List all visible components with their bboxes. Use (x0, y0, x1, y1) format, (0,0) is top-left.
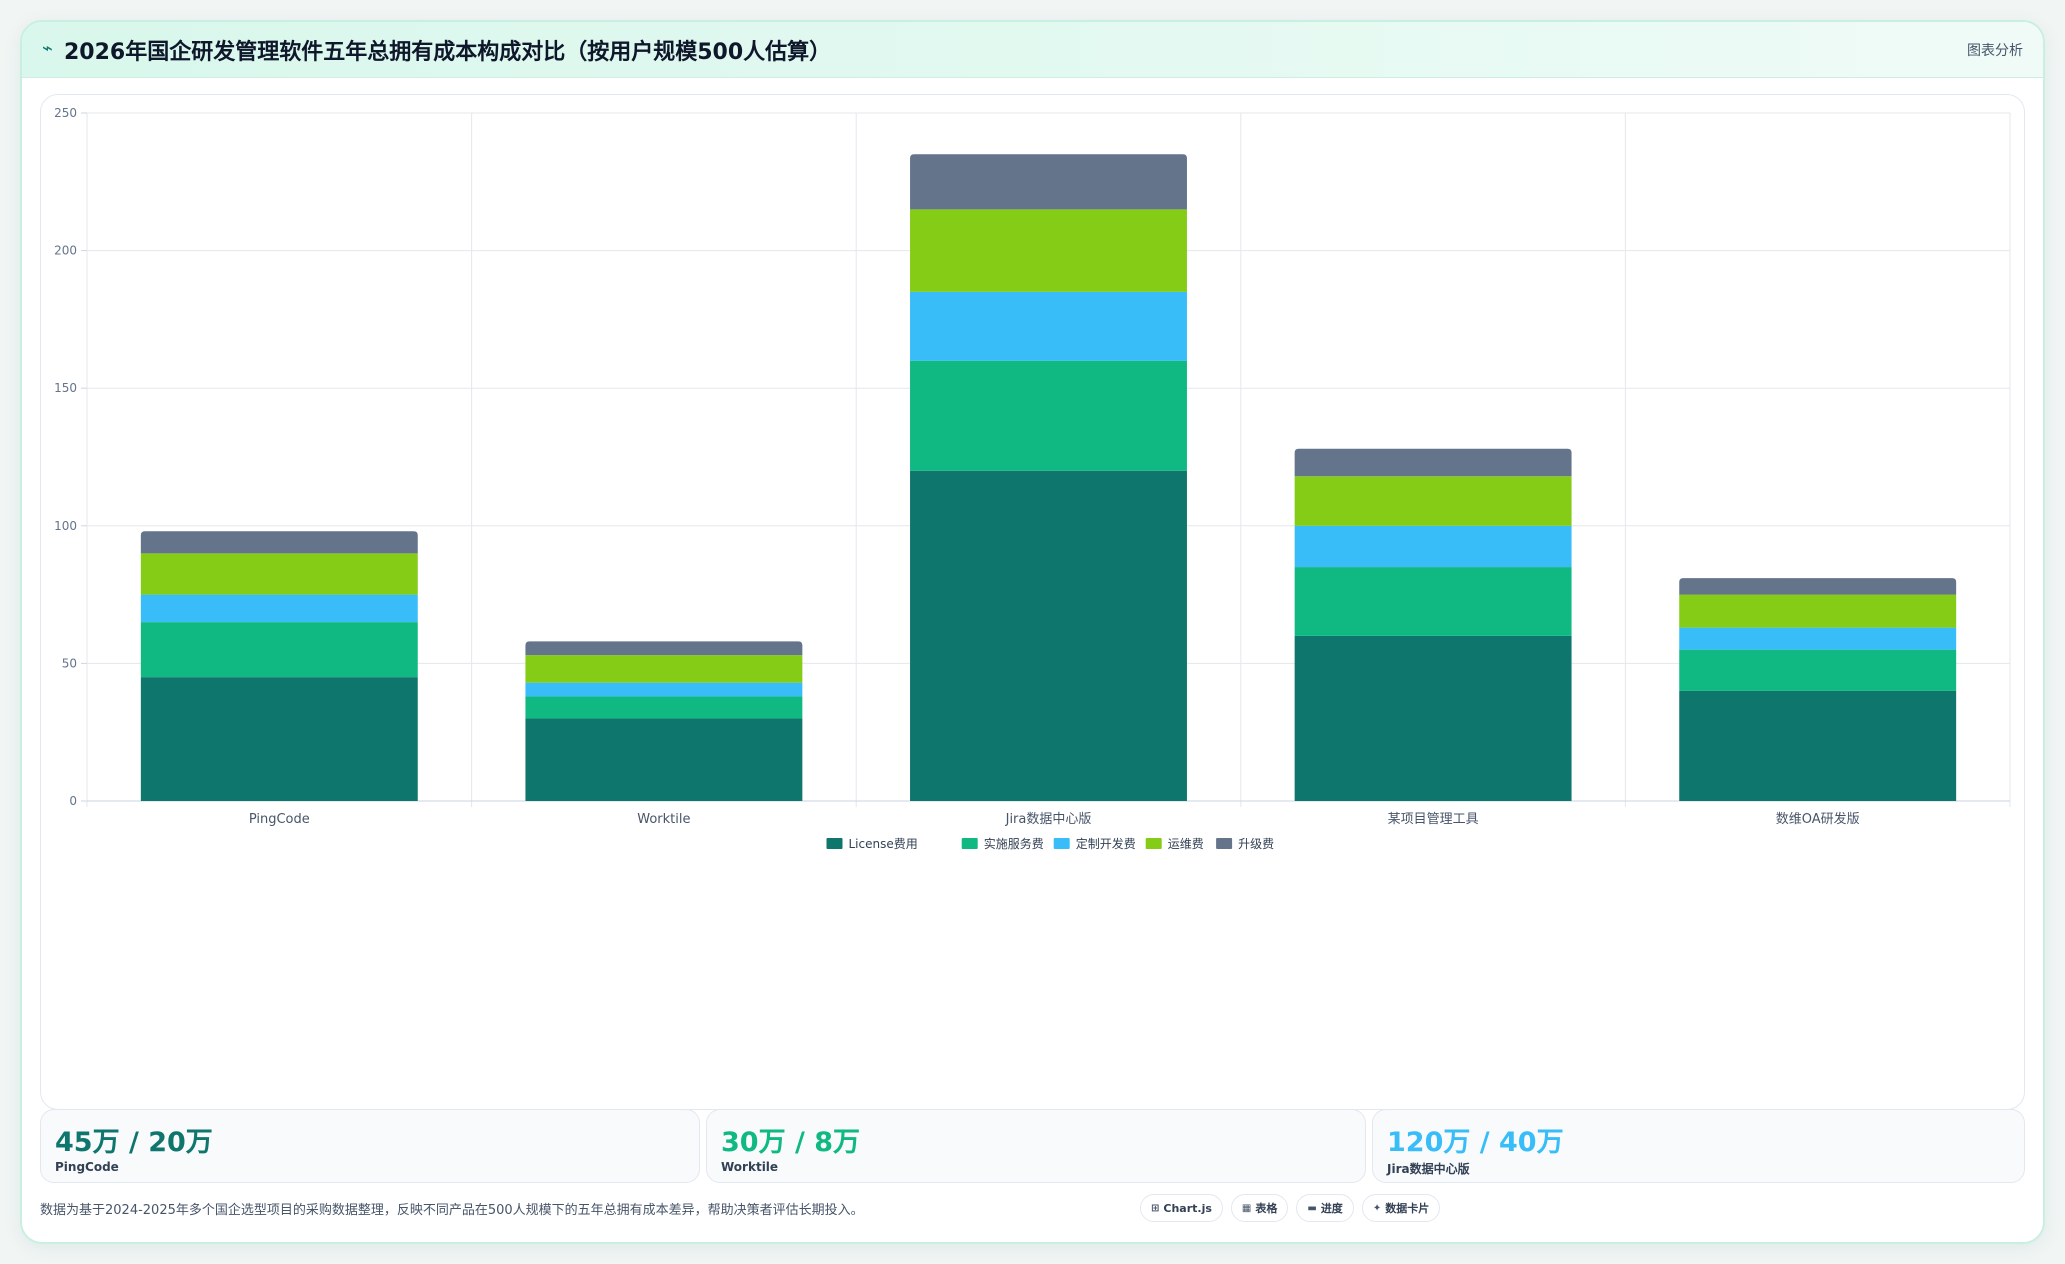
stat-card-worktile: 30万 / 8万 Worktile (706, 1109, 1366, 1183)
bar-segment (1294, 448, 1572, 477)
stat-card-jira: 120万 / 40万 Jira数据中心版 (1372, 1109, 2025, 1183)
bar-segment (910, 360, 1187, 471)
stacked-bar-chart: 0 50 100 150 200 250 PingCode Worktile Jira数据中心版… (54, 106, 2011, 851)
y-tick-label: 200 (54, 244, 77, 258)
legend-swatch (826, 838, 843, 849)
bar-segment (140, 531, 418, 554)
bar-segment (1679, 690, 1957, 801)
progress-view-button[interactable]: ▬ 进度 (1296, 1194, 1354, 1222)
stat-value: 120万 / 40万 (1387, 1127, 1564, 1158)
trend-icon: ⌁ (42, 38, 53, 59)
bar-segment (1294, 476, 1572, 526)
stat-label: Jira数据中心版 (1387, 1162, 1470, 1176)
legend-label: 升级费 (1238, 837, 1274, 851)
stat-label: PingCode (55, 1160, 119, 1174)
chart-analysis-link[interactable]: 图表分析 (1967, 43, 2023, 59)
data-card-view-button[interactable]: ✦ 数据卡片 (1361, 1194, 1441, 1222)
y-tick-label: 0 (69, 794, 77, 808)
x-tick-label: PingCode (249, 812, 310, 827)
bar-segment (910, 470, 1187, 801)
stat-value: 30万 / 8万 (721, 1127, 861, 1158)
chart-panel: 0 50 100 150 200 250 PingCode Worktile Jira数据中心版… (40, 94, 2025, 1110)
x-tick-label: 某项目管理工具 (1388, 812, 1479, 827)
x-tick-label: Jira数据中心版 (1005, 812, 1092, 827)
footnote: 数据为基于2024-2025年多个国企选型项目的采购数据整理，反映不同产品在50… (40, 1203, 864, 1218)
y-tick-label: 150 (54, 381, 77, 395)
y-tick-label: 50 (62, 656, 77, 670)
legend-label: 运维费 (1168, 837, 1204, 851)
progress-icon: ▬ (1307, 1202, 1317, 1214)
table-view-button[interactable]: ▦ 表格 (1230, 1194, 1289, 1222)
card-header: ⌁ 2026年国企研发管理软件五年总拥有成本构成对比（按用户规模500人估算） … (22, 22, 2043, 78)
view-toolbar: ⊞ Chart.js ▦ 表格 ▬ 进度 ✦ 数据卡片 (1140, 1194, 1441, 1222)
bar-segment (1679, 649, 1957, 691)
bar-segment (1294, 525, 1572, 568)
bar-segment (910, 209, 1187, 292)
bar-segment (1679, 627, 1957, 650)
y-tick-label: 250 (54, 106, 77, 120)
legend-label: 实施服务费 (984, 836, 1044, 851)
legend-label: 定制开发费 (1076, 836, 1136, 851)
table-icon: ▦ (1241, 1202, 1252, 1214)
bar-segment (525, 641, 803, 656)
x-tick-label: 数维OA研发版 (1776, 811, 1860, 827)
legend-label: License费用 (849, 837, 918, 851)
bar-segment (1294, 635, 1572, 801)
bar-segment (525, 655, 803, 683)
legend-swatch (1145, 838, 1162, 849)
chart-card: ⌁ 2026年国企研发管理软件五年总拥有成本构成对比（按用户规模500人估算） … (20, 20, 2045, 1244)
bar-segment (140, 553, 418, 595)
chart-title: 2026年国企研发管理软件五年总拥有成本构成对比（按用户规模500人估算） (64, 40, 832, 65)
legend-swatch (961, 838, 978, 849)
sparkle-icon: ✦ (1372, 1202, 1382, 1214)
bar-segment (525, 696, 803, 719)
stat-label: Worktile (721, 1160, 779, 1174)
stat-card-pingcode: 45万 / 20万 PingCode (40, 1109, 700, 1183)
stat-value: 45万 / 20万 (55, 1127, 213, 1158)
bar-segment (910, 154, 1187, 210)
bar-segment (525, 682, 803, 697)
bar-segment (1294, 567, 1572, 636)
bar-segment (140, 677, 418, 801)
chartjs-view-button[interactable]: ⊞ Chart.js (1140, 1194, 1223, 1222)
y-tick-label: 100 (54, 519, 77, 533)
bar-segment (140, 622, 418, 678)
bar-segment (1679, 594, 1957, 628)
bar-segment (140, 594, 418, 623)
bar-segment (910, 291, 1187, 361)
bar-segment (525, 718, 803, 801)
legend-swatch (1216, 838, 1233, 849)
x-tick-label: Worktile (637, 812, 690, 827)
bar-segment (1679, 578, 1957, 595)
chart-icon: ⊞ (1151, 1202, 1160, 1214)
legend-swatch (1053, 838, 1070, 849)
